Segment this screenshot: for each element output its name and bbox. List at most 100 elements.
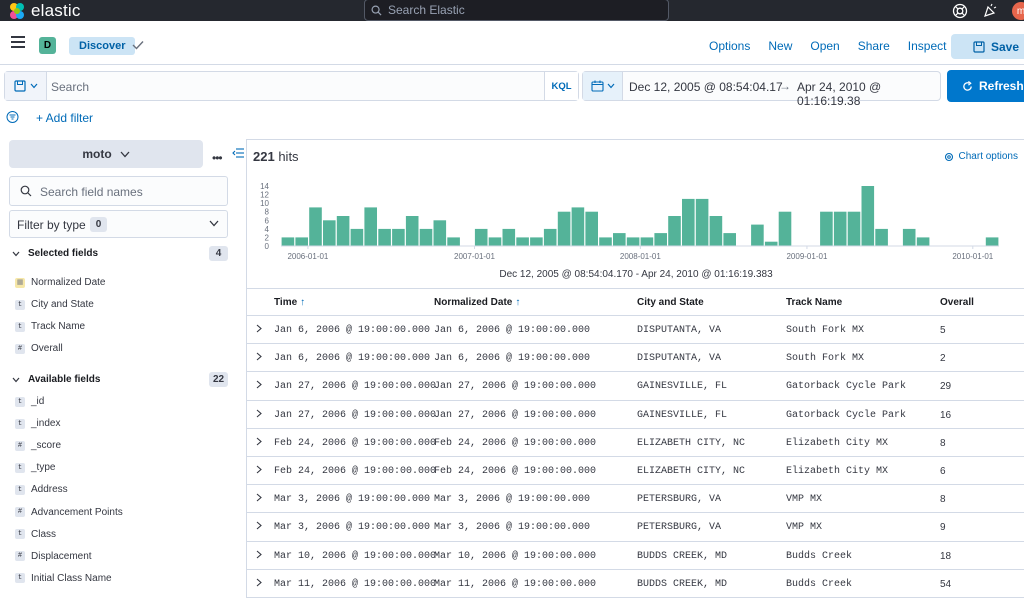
field-item[interactable]: t City and State	[15, 299, 94, 310]
histogram-bar[interactable]	[751, 224, 764, 246]
histogram-bar[interactable]	[516, 237, 529, 246]
table-row[interactable]: Jan 27, 2006 @ 19:00:00.000 Jan 27, 2006 …	[247, 372, 1024, 401]
histogram-bar[interactable]	[488, 237, 502, 246]
field-item[interactable]: t _id	[15, 396, 44, 407]
saved-query-button[interactable]	[5, 72, 47, 100]
space-avatar[interactable]: D	[39, 37, 56, 54]
column-header-track-name[interactable]: Track Name	[786, 297, 842, 308]
histogram-bar[interactable]	[613, 233, 626, 246]
histogram-bar[interactable]	[985, 237, 999, 246]
histogram-bar[interactable]	[585, 211, 598, 246]
query-language-button[interactable]: KQL	[544, 72, 578, 100]
field-item[interactable]: # Displacement	[15, 551, 92, 562]
filter-by-type-button[interactable]: Filter by type 0	[9, 210, 228, 238]
sort-ascending-icon[interactable]: ↑	[300, 297, 306, 308]
column-header-city-and-state[interactable]: City and State	[637, 297, 704, 308]
newsfeed-icon[interactable]	[982, 3, 998, 19]
histogram-bar[interactable]	[916, 237, 930, 246]
field-item[interactable]: t Track Name	[15, 321, 85, 332]
options-link[interactable]: Options	[709, 39, 751, 53]
chevron-right-icon[interactable]	[256, 521, 262, 530]
chevron-right-icon[interactable]	[256, 493, 262, 502]
column-header-overall[interactable]: Overall	[940, 297, 974, 308]
table-row[interactable]: Feb 24, 2006 @ 19:00:00.000 Feb 24, 2006 …	[247, 429, 1024, 457]
histogram-bar[interactable]	[847, 211, 861, 246]
histogram-bar[interactable]	[695, 198, 709, 246]
histogram-bar[interactable]	[378, 228, 391, 246]
index-pattern-selector[interactable]: moto	[9, 140, 203, 168]
histogram-bar[interactable]	[668, 216, 681, 246]
start-date-button[interactable]: Dec 12, 2005 @ 08:54:04.17	[629, 80, 783, 94]
end-date-button[interactable]: Apr 24, 2010 @ 01:16:19.38	[797, 80, 882, 108]
field-item[interactable]: # Advancement Points	[15, 507, 123, 518]
column-header-normalized-date[interactable]: Normalized Date ↑	[434, 297, 520, 308]
help-icon[interactable]	[952, 3, 968, 19]
table-row[interactable]: Mar 3, 2006 @ 19:00:00.000 Mar 3, 2006 @ …	[247, 485, 1024, 514]
histogram-bar[interactable]	[654, 233, 667, 246]
table-row[interactable]: Feb 24, 2006 @ 19:00:00.000 Feb 24, 2006 …	[247, 457, 1024, 486]
chevron-right-icon[interactable]	[256, 465, 262, 474]
refresh-button[interactable]: Refresh	[947, 70, 1024, 102]
sort-ascending-icon[interactable]: ↑	[515, 297, 521, 308]
collapse-sidebar-icon[interactable]	[232, 148, 244, 158]
histogram-bar[interactable]	[833, 211, 847, 246]
new-link[interactable]: New	[768, 39, 793, 53]
histogram-bar[interactable]	[778, 211, 792, 246]
table-row[interactable]: Jan 6, 2006 @ 19:00:00.000 Jan 6, 2006 @ …	[247, 344, 1024, 373]
histogram-bar[interactable]	[405, 216, 419, 246]
elastic-logo[interactable]: elastic	[8, 1, 81, 21]
histogram-bar[interactable]	[350, 228, 364, 246]
table-row[interactable]: Mar 11, 2006 @ 19:00:00.000 Mar 11, 2006 …	[247, 570, 1024, 598]
histogram-bar[interactable]	[336, 216, 350, 246]
field-item[interactable]: t _type	[15, 462, 55, 473]
histogram-bar[interactable]	[502, 228, 516, 246]
open-link[interactable]: Open	[810, 39, 840, 53]
index-pattern-options-icon[interactable]: •••	[212, 151, 223, 165]
histogram-bar[interactable]	[557, 211, 571, 246]
histogram-bar[interactable]	[543, 228, 557, 246]
histogram-bar[interactable]	[530, 237, 543, 246]
field-search-input[interactable]: Search field names	[9, 176, 228, 206]
histogram-bar[interactable]	[875, 228, 888, 246]
menu-toggle-button[interactable]	[11, 36, 25, 48]
histogram-bar[interactable]	[723, 233, 736, 246]
histogram-bar[interactable]	[433, 220, 447, 246]
filter-menu-icon[interactable]	[6, 111, 19, 123]
field-item[interactable]: # _score	[15, 440, 61, 451]
histogram-bar[interactable]	[861, 186, 875, 246]
histogram-bar[interactable]	[709, 216, 723, 246]
chart-options-button[interactable]: Chart options	[944, 151, 1018, 162]
chevron-right-icon[interactable]	[256, 550, 262, 559]
field-item[interactable]: t Class	[15, 529, 56, 540]
histogram-bar[interactable]	[682, 198, 695, 246]
table-row[interactable]: Mar 10, 2006 @ 19:00:00.000 Mar 10, 2006 …	[247, 542, 1024, 570]
field-item[interactable]: # Overall	[15, 343, 63, 354]
chevron-right-icon[interactable]	[256, 352, 262, 361]
histogram-bar[interactable]	[295, 237, 308, 246]
add-filter-button[interactable]: + Add filter	[36, 111, 94, 125]
selected-fields-toggle[interactable]: Selected fields	[12, 248, 98, 259]
histogram-bar[interactable]	[474, 228, 488, 246]
chevron-right-icon[interactable]	[256, 409, 262, 418]
chevron-right-icon[interactable]	[256, 324, 262, 333]
histogram-bar[interactable]	[419, 228, 433, 246]
available-fields-toggle[interactable]: Available fields	[12, 374, 100, 385]
histogram-bar[interactable]	[571, 207, 585, 246]
breadcrumb[interactable]: Discover	[69, 37, 136, 55]
histogram-bar[interactable]	[820, 211, 833, 246]
histogram-bar[interactable]	[447, 237, 460, 246]
histogram-bar[interactable]	[392, 228, 405, 246]
global-search-input[interactable]: Search Elastic	[364, 0, 669, 21]
histogram-bar[interactable]	[323, 220, 336, 246]
histogram-bar[interactable]	[309, 207, 322, 246]
inspect-link[interactable]: Inspect	[907, 39, 947, 53]
share-link[interactable]: Share	[857, 39, 890, 53]
quick-select-button[interactable]	[583, 72, 623, 100]
histogram-bar[interactable]	[626, 237, 640, 246]
table-row[interactable]: Mar 3, 2006 @ 19:00:00.000 Mar 3, 2006 @ …	[247, 513, 1024, 542]
table-row[interactable]: Jan 27, 2006 @ 19:00:00.000 Jan 27, 2006 …	[247, 401, 1024, 429]
histogram-bar[interactable]	[599, 237, 612, 246]
histogram-bar[interactable]	[364, 207, 377, 246]
user-avatar[interactable]: m	[1012, 2, 1024, 20]
